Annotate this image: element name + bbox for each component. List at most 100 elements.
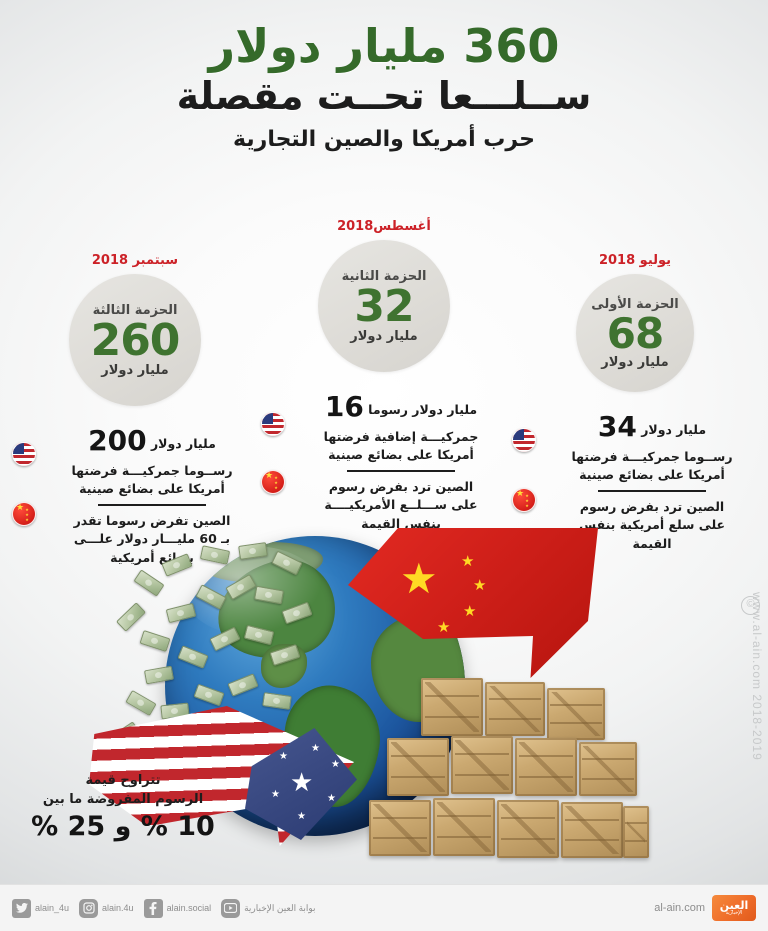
dollar-bill-icon [139,630,171,652]
al-ain-logo[interactable]: العين الإخبارية [712,895,756,921]
social-instagram-label: alain.4u [102,903,134,913]
package-one-badge-unit: مليار دولار [601,354,669,370]
crate [451,736,513,794]
package-two-cn-line1: الصين ترد بفرض رسوم [328,479,474,495]
package-one-cn-line2: على سلع أمريكية بنفس [578,517,726,533]
crate [561,802,623,858]
brand-block[interactable]: al-ain.com العين الإخبارية [654,895,756,921]
header: 360 مليار دولار ســلـــعا تحــت مقصلة حر… [0,19,768,154]
site-url[interactable]: al-ain.com [654,902,705,914]
divider [98,504,206,507]
divider [598,490,706,493]
page-subtitle-secondary: حرب أمريكا والصين التجارية [233,127,535,153]
instagram-icon[interactable] [79,898,99,918]
package-three-badge: الحزمة الثالثة 260 مليار دولار [69,274,201,406]
package-two-cn-line3: بنفس القيمة [361,515,441,531]
dollar-bill-icon [116,602,146,632]
package-two-us-unit: مليار دولار رسوما [368,402,478,417]
china-star-icon: ★ [437,618,451,636]
package-three-us-line2: أمريكا على بضائع صينية [79,481,225,497]
package-two-date: أغسطس2018 [337,219,431,234]
package-one-us-line2: أمريكا على بضائع صينية [579,467,725,483]
social-youtube-label: بوابة العين الإخبارية [244,902,316,913]
note-line-3: 10 % و 25 % [31,810,215,842]
tariff-range-note: تتراوح قيمة الرسوم المفروضة ما بين 10 % … [18,772,228,843]
note-line-2: الرسوم المفروضة ما بين [42,791,204,807]
copyright-icon: © [741,596,760,615]
package-three-cn-line2: بـ 60 مليـــار دولار علـــى [73,531,231,547]
dollar-bill-icon [125,689,157,717]
crate [623,806,649,858]
packages-row: يوليو 2018 الحزمة الأولى 68 مليار دولار … [0,215,768,565]
dollar-bill-icon [133,569,165,597]
package-three-column: سبتمبر 2018 الحزمة الثالثة 260 مليار دول… [10,253,260,567]
logo-text: العين [719,899,749,912]
package-one-date: يوليو 2018 [598,253,672,268]
package-two-badge-title: الحزمة الثانية [341,268,427,284]
china-flag-icon [261,470,285,494]
package-one-us-unit: مليار دولار [641,422,707,437]
social-twitter-label: alain_4u [35,903,70,913]
package-one-detail: مليار دولار 34 رســوما جمركيـــة فرضتها … [510,406,760,553]
social-youtube[interactable]: بوابة العين الإخبارية [221,898,316,918]
package-one-cn-line1: الصين ترد بفرض رسوم [579,499,725,515]
package-three-badge-unit: مليار دولار [101,362,169,378]
china-flag-icon [512,488,536,512]
youtube-icon[interactable] [221,898,241,918]
package-one-us-line1: رســوما جمركيـــة فرضتها [571,449,733,464]
package-three-us-line1: رســوما جمركيـــة فرضتها [71,463,233,478]
package-two-badge: الحزمة الثانية 32 مليار دولار [318,240,450,372]
package-three-badge-title: الحزمة الثالثة [92,302,178,318]
package-two-badge-unit: مليار دولار [350,328,418,344]
page-title: 360 مليار دولار [208,19,560,73]
china-star-icon: ★ [400,554,438,603]
twitter-icon[interactable] [12,898,31,918]
package-one-column: يوليو 2018 الحزمة الأولى 68 مليار دولار … [510,253,760,553]
logo-subtext: الإخبارية [725,910,743,916]
usa-flag-icon [512,428,536,452]
social-twitter[interactable]: alain_4u [12,898,70,918]
wooden-crates-stack [369,678,649,874]
package-one-badge-number: 68 [606,308,664,358]
crate [515,738,577,796]
crate [547,688,605,740]
social-links: alain_4u alain.4u [12,898,316,918]
package-two-detail: مليار دولار رسوما 16 جمركيـــة إضافية فر… [259,386,509,533]
footer-bar: alain_4u alain.4u [0,884,768,931]
crate [369,800,431,856]
facebook-icon[interactable] [143,898,163,918]
social-facebook[interactable]: alain.social [143,898,212,918]
package-two-badge-number: 32 [354,280,414,332]
package-one-cn-line3: القيمة [632,535,672,551]
usa-star-icon: ★ [311,743,320,754]
illustration: ★ ★ ★ ★ ★ ★ ★ ★ ★ ★ ★ ★ [89,528,665,888]
package-two-us-line1: جمركيـــة إضافية فرضتها [323,429,479,444]
china-star-icon: ★ [473,576,487,594]
crate [579,742,637,796]
crate [497,800,559,858]
social-instagram[interactable]: alain.4u [79,898,134,918]
social-facebook-label: alain.social [166,903,212,913]
package-one-us-amount-line: مليار دولار 34 [544,406,760,448]
crate [485,682,545,736]
package-one-badge-title: الحزمة الأولى [591,296,679,312]
usa-star-icon: ★ [297,811,306,822]
usa-star-icon: ★ [327,793,336,804]
china-star-icon: ★ [461,552,475,570]
package-three-us-amount: 200 [88,424,147,457]
divider [347,470,455,473]
package-one-us-amount: 34 [597,410,637,443]
china-flag-icon [12,502,36,526]
usa-star-icon: ★ [290,768,314,798]
watermark-text: www.al-ain.com 2018-2019 [750,592,764,761]
usa-flag-icon [261,412,285,436]
usa-star-icon: ★ [331,759,340,770]
crate [433,798,495,856]
usa-star-icon: ★ [279,751,288,762]
china-star-icon: ★ [463,602,477,620]
package-two-us-line2: أمريكا على بضائع صينية [328,447,474,463]
package-three-us-unit: مليار دولار [150,436,216,451]
package-two-column: أغسطس2018 الحزمة الثانية 32 مليار دولار … [259,219,509,533]
package-two-cn-line2: على ســـلــع الأمريكيــــة [324,497,478,513]
